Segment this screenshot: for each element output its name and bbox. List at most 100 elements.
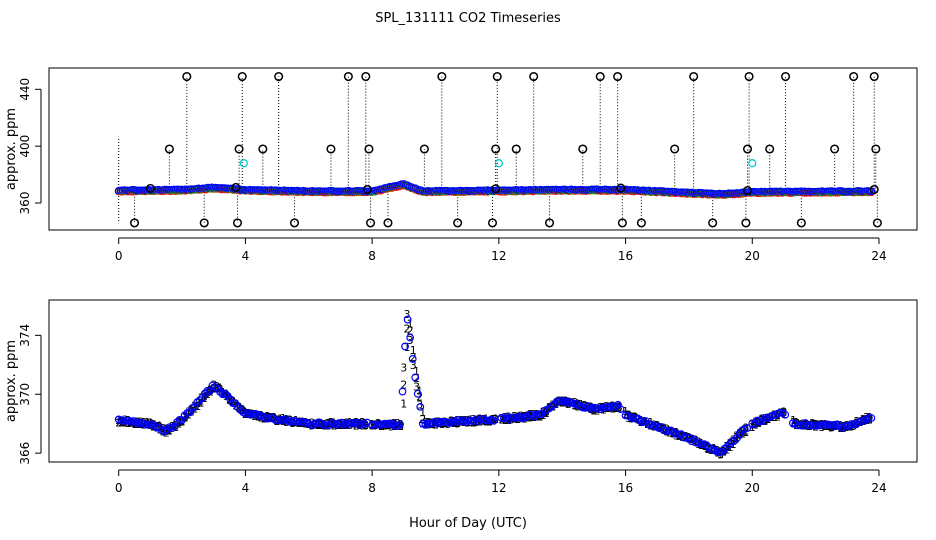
outlier-point bbox=[741, 218, 751, 228]
data-point-series-3: 3 bbox=[160, 425, 167, 438]
outlier-point bbox=[742, 185, 753, 196]
data-point-series-3: 3 bbox=[457, 415, 464, 428]
data-point-circle bbox=[809, 421, 817, 430]
data-point-circle bbox=[375, 420, 384, 429]
data-point-series-3: 3 bbox=[720, 445, 727, 458]
data-point-circle bbox=[231, 399, 240, 408]
outlier-point bbox=[871, 144, 881, 154]
data-point-circle bbox=[173, 418, 181, 427]
outlier-point bbox=[258, 144, 268, 154]
data-point-circle bbox=[679, 433, 688, 442]
data-point-series-1: 1 bbox=[736, 428, 743, 441]
outlier-point bbox=[578, 144, 588, 154]
data-point-series-2: 2 bbox=[578, 400, 585, 413]
data-point-series-2: 2 bbox=[749, 419, 756, 432]
data-point-series-1: 1 bbox=[308, 419, 315, 432]
data-point-circle bbox=[842, 422, 850, 430]
data-point-series-1: 1 bbox=[657, 421, 664, 434]
data-point-circle bbox=[162, 425, 171, 434]
data-point-series-3: 3 bbox=[622, 409, 629, 422]
data-point-series-1: 1 bbox=[847, 420, 854, 433]
data-point-series-1: 1 bbox=[419, 406, 426, 419]
data-point-circle bbox=[396, 420, 404, 429]
data-point-series-1: 1 bbox=[400, 397, 407, 410]
data-point-circle bbox=[423, 419, 432, 428]
outlier-point bbox=[492, 71, 502, 82]
data-point-series-3: 3 bbox=[521, 411, 528, 424]
data-point-series-3: 3 bbox=[730, 433, 737, 446]
outlier-point bbox=[437, 71, 447, 82]
data-point-series-2: 2 bbox=[790, 416, 797, 429]
data-point-circle bbox=[591, 403, 600, 412]
data-point-series-1: 1 bbox=[175, 417, 182, 430]
outlier-point bbox=[765, 144, 775, 154]
data-point-circle bbox=[608, 402, 617, 411]
outlier-point bbox=[491, 144, 501, 154]
data-point-series-2: 2 bbox=[685, 431, 692, 444]
data-point-circle bbox=[401, 342, 409, 351]
outlier-point bbox=[742, 144, 753, 154]
data-point-circle bbox=[702, 441, 711, 450]
data-point-series-2: 2 bbox=[657, 421, 664, 434]
data-point-series-1: 1 bbox=[413, 365, 420, 378]
panel-top-plot-area bbox=[114, 71, 882, 228]
data-point-series-2: 2 bbox=[419, 413, 426, 426]
data-point-series-3: 3 bbox=[239, 404, 246, 417]
data-point-series-2: 2 bbox=[122, 416, 129, 429]
outlier-point bbox=[326, 144, 336, 154]
data-point-series-1: 1 bbox=[714, 446, 721, 459]
cyan-point bbox=[239, 159, 248, 168]
data-point-series-1: 1 bbox=[407, 317, 414, 330]
data-point-series-3: 3 bbox=[768, 411, 775, 424]
data-point-series-3: 3 bbox=[812, 418, 819, 431]
data-point-series-2: 2 bbox=[413, 372, 420, 385]
panel-bottom-frame bbox=[48, 299, 918, 463]
data-point-series-3: 3 bbox=[163, 425, 170, 438]
outlier-point bbox=[453, 218, 463, 228]
data-point-series-2: 2 bbox=[540, 406, 547, 419]
data-point-series-2: 2 bbox=[410, 351, 417, 364]
data-point-circle bbox=[867, 414, 876, 422]
data-point-series-2: 2 bbox=[457, 414, 464, 427]
x-tick-label: 16 bbox=[618, 249, 633, 263]
data-point-circle bbox=[416, 402, 425, 411]
data-point-series-3: 3 bbox=[742, 422, 749, 435]
data-point-series-1: 1 bbox=[552, 396, 559, 409]
outlier-point bbox=[365, 218, 376, 228]
outlier-point bbox=[544, 218, 555, 228]
data-point-series-3: 3 bbox=[156, 423, 163, 436]
data-point-circle bbox=[788, 419, 797, 428]
data-point-series-2: 2 bbox=[267, 411, 274, 424]
outlier-point bbox=[796, 218, 806, 228]
data-point-circle bbox=[507, 413, 516, 422]
data-point-circle bbox=[814, 421, 823, 430]
data-point-series-3: 3 bbox=[790, 417, 797, 430]
data-point-series-2: 2 bbox=[828, 420, 835, 433]
outlier-point bbox=[491, 184, 501, 194]
data-point-series-2: 2 bbox=[692, 435, 699, 448]
data-point-circle bbox=[743, 424, 752, 433]
data-point-circle bbox=[413, 389, 422, 398]
data-point-circle bbox=[849, 420, 858, 429]
data-point-series-3: 3 bbox=[549, 399, 556, 412]
data-point-series-1: 1 bbox=[508, 412, 515, 425]
outlier-point bbox=[361, 71, 371, 82]
data-point-circle bbox=[276, 416, 285, 424]
data-point-circle bbox=[175, 415, 184, 424]
data-point-circle bbox=[160, 427, 169, 436]
data-point-series-1: 1 bbox=[622, 405, 629, 418]
cyan-point bbox=[748, 159, 757, 168]
data-point-series-2: 2 bbox=[226, 393, 233, 406]
data-point-circle bbox=[325, 421, 333, 430]
data-point-series-2: 2 bbox=[638, 416, 645, 429]
data-point-circle bbox=[406, 333, 415, 342]
data-point-circle bbox=[142, 420, 151, 429]
outlier-point bbox=[419, 144, 429, 154]
data-point-series-2: 2 bbox=[844, 419, 851, 432]
data-point-series-2: 2 bbox=[213, 380, 220, 393]
y-tick-label: 374 bbox=[18, 324, 32, 347]
data-point-series-3: 3 bbox=[499, 413, 506, 426]
y-tick-label: 370 bbox=[18, 383, 32, 406]
data-point-circle bbox=[216, 387, 224, 396]
data-point-circle bbox=[170, 422, 179, 431]
